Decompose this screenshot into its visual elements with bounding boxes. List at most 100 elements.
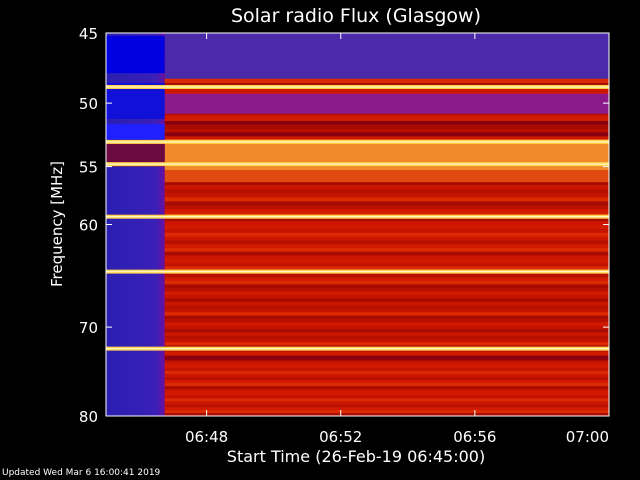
band-strip	[164, 342, 609, 346]
band-strip	[164, 291, 609, 296]
updated-timestamp: Updated Wed Mar 6 16:00:41 2019	[2, 468, 161, 478]
band-strip	[164, 386, 609, 390]
band-strip	[164, 124, 609, 130]
y-tick-label: 70	[79, 319, 98, 337]
band-strip	[164, 373, 609, 378]
frequency-bands	[164, 33, 609, 419]
y-tick-label: 50	[79, 95, 98, 113]
band-strip	[165, 416, 609, 419]
band-strip	[164, 87, 609, 93]
band-strip	[164, 287, 609, 292]
band-strip	[164, 284, 609, 289]
band-strip	[164, 367, 609, 372]
band-strip	[164, 407, 609, 411]
bright-band-core	[106, 270, 609, 273]
band-strip	[164, 404, 609, 408]
band-strip	[164, 205, 609, 210]
band-strip	[164, 380, 609, 384]
band-strip	[164, 244, 609, 249]
bright-emission-lines	[106, 84, 609, 351]
dark-band	[164, 132, 609, 137]
band-strip	[164, 33, 609, 79]
band-strip	[164, 197, 609, 202]
band-strip	[164, 193, 609, 198]
dark-band	[164, 120, 609, 125]
bright-band-core	[106, 347, 609, 350]
chart-title: Solar radio Flux (Glasgow)	[231, 5, 481, 27]
band-strip	[106, 124, 165, 140]
band-strip	[164, 280, 609, 285]
band-strip	[164, 185, 609, 190]
bright-band-core	[106, 141, 609, 143]
x-tick-label: 06:48	[185, 428, 228, 446]
bright-band-core	[106, 215, 609, 218]
band-strip	[164, 170, 609, 183]
band-strip	[164, 305, 609, 310]
band-strip	[164, 189, 609, 194]
band-strip	[164, 209, 609, 214]
band-strip	[164, 325, 609, 330]
x-tick-label: 06:56	[453, 428, 496, 446]
band-strip	[164, 338, 609, 343]
band-strip	[164, 228, 609, 234]
band-strip	[164, 377, 609, 381]
band-strip	[164, 251, 609, 256]
band-strip	[164, 255, 609, 260]
x-tick-label: 06:52	[319, 428, 362, 446]
band-strip	[164, 240, 609, 245]
band-strip	[164, 236, 609, 241]
y-axis-ticks: 45 50 55 60 70 80	[79, 25, 609, 426]
band-strip	[164, 315, 609, 320]
band-strip	[164, 364, 609, 369]
dark-band	[164, 355, 609, 360]
band-strip	[164, 78, 609, 84]
y-tick-label: 60	[79, 217, 98, 235]
y-axis-label: Frequency [MHz]	[48, 161, 66, 287]
x-axis-label: Start Time (26-Feb-19 06:45:00)	[227, 447, 485, 466]
band-strip	[164, 329, 609, 333]
band-strip	[164, 273, 609, 278]
band-strip	[106, 35, 165, 74]
band-strip	[164, 361, 609, 366]
band-strip	[164, 351, 609, 356]
band-strip	[164, 392, 609, 396]
band-strip	[164, 308, 609, 313]
band-strip	[164, 277, 609, 282]
band-strip	[164, 266, 609, 271]
pre-observation-bands	[106, 35, 165, 167]
plot-area	[106, 33, 609, 419]
band-strip	[164, 180, 609, 186]
band-strip	[164, 395, 609, 399]
band-strip	[164, 401, 609, 405]
band-strip	[164, 398, 609, 402]
bright-band-core	[106, 86, 609, 88]
band-strip	[164, 410, 609, 414]
band-strip	[164, 232, 609, 238]
band-strip	[164, 312, 609, 317]
x-tick-label: 07:00	[566, 428, 609, 446]
y-tick-label: 55	[79, 159, 98, 177]
band-strip	[164, 225, 609, 230]
band-strip	[164, 217, 609, 222]
band-strip	[164, 413, 609, 416]
band-strip	[164, 389, 609, 393]
band-strip	[164, 259, 609, 264]
bright-band-core	[106, 163, 609, 165]
band-strip	[164, 247, 609, 253]
y-tick-label: 80	[79, 408, 98, 426]
band-strip	[164, 383, 609, 387]
band-strip	[164, 358, 609, 362]
band-strip	[164, 93, 609, 114]
band-strip	[164, 221, 609, 226]
band-strip	[164, 318, 609, 323]
band-strip	[164, 370, 609, 375]
band-strip	[164, 115, 609, 121]
band-strip	[164, 335, 609, 340]
band-strip	[164, 298, 609, 303]
band-strip	[164, 294, 609, 299]
band-strip	[164, 332, 609, 337]
x-axis-ticks: 06:48 06:52 06:56 07:00	[185, 33, 610, 446]
band-strip	[164, 301, 609, 306]
band-strip	[164, 129, 609, 135]
